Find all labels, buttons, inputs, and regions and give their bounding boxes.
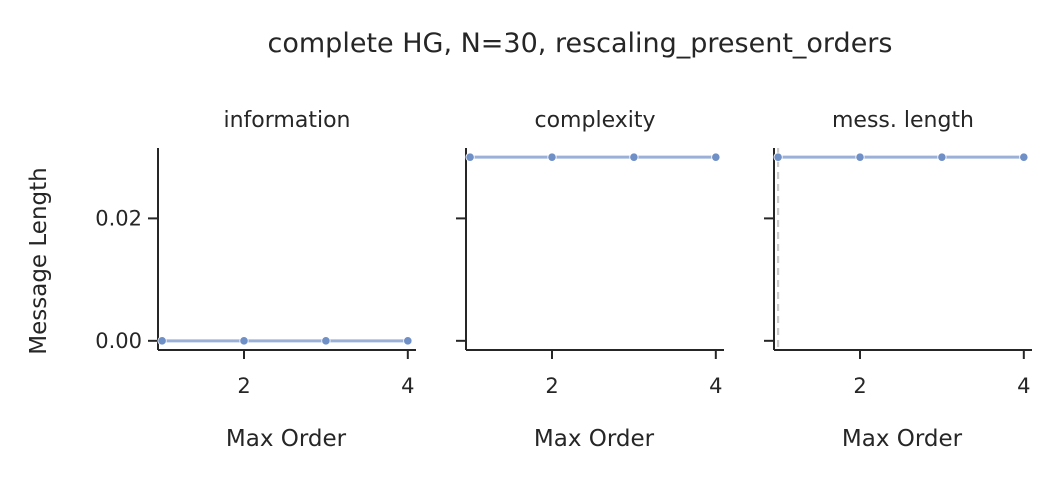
- data-point: [403, 336, 413, 346]
- x-axis-label: Max Order: [534, 426, 655, 452]
- data-point: [855, 152, 865, 162]
- x-axis-label: Max Order: [226, 426, 347, 452]
- x-tick-label: 2: [545, 374, 558, 398]
- data-point: [711, 152, 721, 162]
- panel-title: information: [224, 108, 351, 133]
- y-tick-label: 0.00: [95, 329, 142, 353]
- panel-title: complexity: [535, 108, 656, 133]
- panel-2: complexity 2 4 Max Order: [456, 108, 724, 452]
- figure-title: complete HG, N=30, rescaling_present_ord…: [268, 28, 893, 59]
- data-point: [465, 152, 475, 162]
- y-axis-label: Message Length: [26, 167, 52, 354]
- data-point: [321, 336, 331, 346]
- panel-3: mess. length 2 4 Max Order: [764, 108, 1032, 452]
- data-point: [937, 152, 947, 162]
- data-point: [629, 152, 639, 162]
- panel-title: mess. length: [832, 108, 974, 133]
- data-point: [547, 152, 557, 162]
- x-tick-label: 2: [853, 374, 866, 398]
- x-tick-label: 4: [401, 374, 414, 398]
- panels: information 0.00 0.02 2 4 Max Order Message Le…: [26, 108, 1032, 452]
- data-point: [239, 336, 249, 346]
- panel-1: information 0.00 0.02 2 4 Max Order Message Le…: [26, 108, 416, 452]
- x-tick-label: 4: [1017, 374, 1030, 398]
- x-tick-label: 2: [237, 374, 250, 398]
- data-point: [157, 336, 167, 346]
- data-point: [1019, 152, 1029, 162]
- y-tick-label: 0.02: [95, 206, 142, 230]
- x-axis-label: Max Order: [842, 426, 963, 452]
- data-point: [773, 152, 783, 162]
- x-tick-label: 4: [709, 374, 722, 398]
